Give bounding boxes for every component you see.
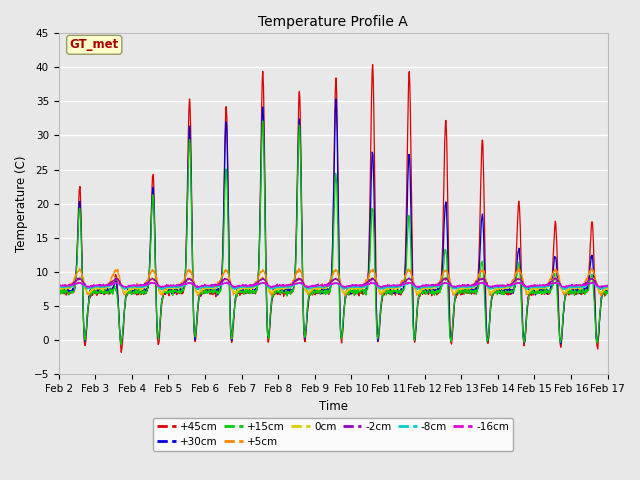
-8cm <box>413 287 421 292</box>
-16cm <box>164 283 172 289</box>
-2cm <box>604 283 611 288</box>
+15cm <box>540 288 547 294</box>
Line: -2cm: -2cm <box>59 278 607 290</box>
-16cm <box>239 283 246 288</box>
-16cm <box>177 282 184 288</box>
0cm <box>55 285 63 290</box>
Line: +15cm: +15cm <box>59 121 607 344</box>
Line: -8cm: -8cm <box>59 282 607 289</box>
+5cm <box>55 285 63 290</box>
+15cm <box>117 341 125 347</box>
+15cm <box>177 290 185 296</box>
-2cm <box>55 283 63 288</box>
+45cm <box>239 290 246 296</box>
-8cm <box>164 285 172 290</box>
Line: +30cm: +30cm <box>59 99 607 344</box>
X-axis label: Time: Time <box>319 400 348 413</box>
0cm <box>491 286 499 292</box>
-16cm <box>540 283 547 289</box>
0cm <box>178 284 186 290</box>
+15cm <box>164 290 172 296</box>
-8cm <box>540 284 547 290</box>
+45cm <box>369 61 376 67</box>
-2cm <box>238 282 246 288</box>
+15cm <box>491 288 499 293</box>
+15cm <box>259 118 267 124</box>
0cm <box>540 286 547 292</box>
+30cm <box>540 286 547 291</box>
-2cm <box>540 283 547 288</box>
+45cm <box>117 349 125 355</box>
+30cm <box>604 288 611 294</box>
+15cm <box>604 290 611 296</box>
-2cm <box>525 287 532 293</box>
-8cm <box>238 284 246 290</box>
+45cm <box>164 288 172 294</box>
-8cm <box>419 283 427 289</box>
+30cm <box>177 290 185 296</box>
+30cm <box>164 287 172 293</box>
+15cm <box>239 288 246 294</box>
0cm <box>239 285 247 291</box>
Line: +5cm: +5cm <box>59 268 607 296</box>
+15cm <box>419 289 427 295</box>
+15cm <box>55 288 63 294</box>
-16cm <box>223 279 231 285</box>
-8cm <box>604 283 611 289</box>
+30cm <box>419 287 427 292</box>
+45cm <box>491 288 499 294</box>
+45cm <box>419 289 427 295</box>
Text: GT_met: GT_met <box>70 38 119 51</box>
+45cm <box>55 288 63 293</box>
+45cm <box>540 289 547 295</box>
0cm <box>76 274 84 279</box>
+5cm <box>164 285 172 291</box>
+5cm <box>539 283 547 289</box>
Title: Temperature Profile A: Temperature Profile A <box>259 15 408 29</box>
Y-axis label: Temperature (C): Temperature (C) <box>15 156 28 252</box>
+5cm <box>419 286 426 291</box>
+45cm <box>177 289 185 295</box>
0cm <box>604 286 611 292</box>
+5cm <box>604 284 611 290</box>
+5cm <box>597 293 605 299</box>
-2cm <box>442 275 450 281</box>
0cm <box>121 291 129 297</box>
-16cm <box>491 283 499 289</box>
+30cm <box>55 285 63 291</box>
-8cm <box>177 284 184 289</box>
+5cm <box>490 285 498 291</box>
Legend: +45cm, +30cm, +15cm, +5cm, 0cm, -2cm, -8cm, -16cm: +45cm, +30cm, +15cm, +5cm, 0cm, -2cm, -8… <box>153 418 513 451</box>
-2cm <box>164 284 172 289</box>
-8cm <box>405 279 413 285</box>
+5cm <box>177 280 184 286</box>
+45cm <box>604 289 611 295</box>
+5cm <box>238 286 246 291</box>
+30cm <box>332 96 340 102</box>
+5cm <box>515 265 522 271</box>
+30cm <box>117 341 125 347</box>
-2cm <box>490 283 498 288</box>
Line: 0cm: 0cm <box>59 276 607 294</box>
0cm <box>164 286 172 291</box>
-16cm <box>305 285 312 290</box>
-2cm <box>419 283 426 289</box>
+30cm <box>239 286 246 292</box>
0cm <box>419 286 427 292</box>
Line: +45cm: +45cm <box>59 64 607 352</box>
-16cm <box>55 283 63 288</box>
+30cm <box>491 287 499 292</box>
-16cm <box>419 283 427 288</box>
-8cm <box>491 285 499 291</box>
-2cm <box>177 282 184 288</box>
Line: -16cm: -16cm <box>59 282 607 288</box>
-16cm <box>604 283 611 289</box>
-8cm <box>55 284 63 290</box>
